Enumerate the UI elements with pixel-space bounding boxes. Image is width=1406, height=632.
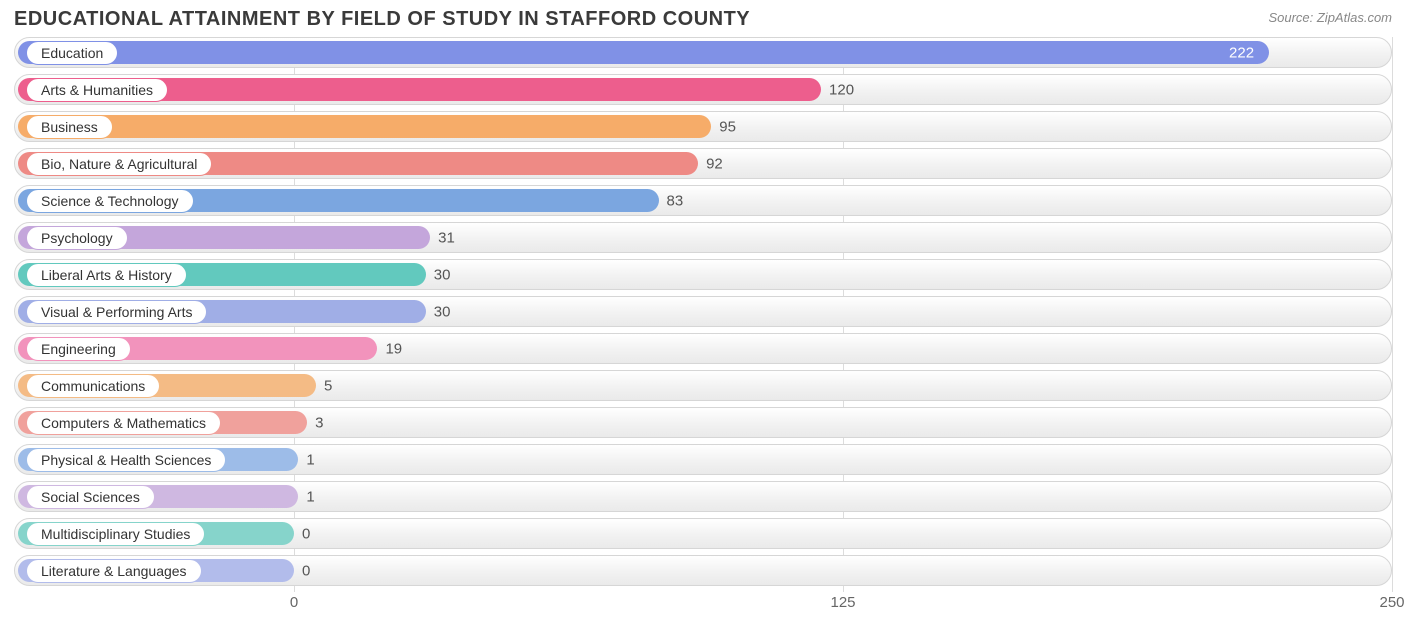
- bar-row: Literature & Languages 0: [14, 555, 1392, 586]
- bar-value: 5: [324, 377, 332, 394]
- bar-row: Business 95: [14, 111, 1392, 142]
- grid-line: [1392, 37, 1393, 592]
- bar-row: Liberal Arts & History 30: [14, 259, 1392, 290]
- x-tick-label: 125: [830, 594, 855, 611]
- bar-value: 1: [306, 451, 314, 468]
- bar-label: Multidisciplinary Studies: [26, 522, 205, 546]
- bar-label: Arts & Humanities: [26, 78, 168, 102]
- chart-area: Education 222 Arts & Humanities 120 Business…: [14, 37, 1392, 620]
- bar-label: Bio, Nature & Agricultural: [26, 152, 212, 176]
- bar-value: 0: [302, 562, 310, 579]
- bar-label: Engineering: [26, 337, 131, 361]
- bar-value: 30: [434, 266, 451, 283]
- chart-source: Source: ZipAtlas.com: [1268, 8, 1392, 25]
- bar-value: 19: [385, 340, 402, 357]
- bar-label: Computers & Mathematics: [26, 411, 221, 435]
- bar-value: 31: [438, 229, 455, 246]
- bar-row: Arts & Humanities 120: [14, 74, 1392, 105]
- bar-value: 92: [706, 155, 723, 172]
- bar-label: Business: [26, 115, 113, 139]
- bar-label: Social Sciences: [26, 485, 155, 509]
- bar-label: Education: [26, 41, 118, 65]
- bar-row: Psychology 31: [14, 222, 1392, 253]
- bar-value: 1: [306, 488, 314, 505]
- bar-label: Communications: [26, 374, 160, 398]
- bar-value: 0: [302, 525, 310, 542]
- bar-row: Multidisciplinary Studies 0: [14, 518, 1392, 549]
- bar-row: Physical & Health Sciences 1: [14, 444, 1392, 475]
- bar-label: Science & Technology: [26, 189, 194, 213]
- x-axis: 0125250: [14, 592, 1392, 620]
- bar-row: Education 222: [14, 37, 1392, 68]
- chart-title: EDUCATIONAL ATTAINMENT BY FIELD OF STUDY…: [14, 8, 750, 31]
- bar-row: Visual & Performing Arts 30: [14, 296, 1392, 327]
- x-tick-label: 0: [290, 594, 298, 611]
- bar-label: Liberal Arts & History: [26, 263, 187, 287]
- bar-row: Computers & Mathematics 3: [14, 407, 1392, 438]
- bar-fill: [18, 41, 1269, 64]
- x-tick-label: 250: [1379, 594, 1404, 611]
- bar-value: 3: [315, 414, 323, 431]
- bar-row: Engineering 19: [14, 333, 1392, 364]
- bar-label: Physical & Health Sciences: [26, 448, 226, 472]
- bar-label: Visual & Performing Arts: [26, 300, 207, 324]
- bar-row: Bio, Nature & Agricultural 92: [14, 148, 1392, 179]
- bar-value: 120: [829, 81, 854, 98]
- bar-fill: [18, 115, 711, 138]
- bar-value: 222: [1229, 44, 1378, 61]
- bar-value: 30: [434, 303, 451, 320]
- bar-row: Communications 5: [14, 370, 1392, 401]
- bar-value: 83: [667, 192, 684, 209]
- bar-row: Science & Technology 83: [14, 185, 1392, 216]
- bar-label: Psychology: [26, 226, 128, 250]
- bar-container: Education 222 Arts & Humanities 120 Business…: [14, 37, 1392, 586]
- bar-value: 95: [719, 118, 736, 135]
- chart-header: EDUCATIONAL ATTAINMENT BY FIELD OF STUDY…: [14, 8, 1392, 31]
- bar-row: Social Sciences 1: [14, 481, 1392, 512]
- bar-label: Literature & Languages: [26, 559, 202, 583]
